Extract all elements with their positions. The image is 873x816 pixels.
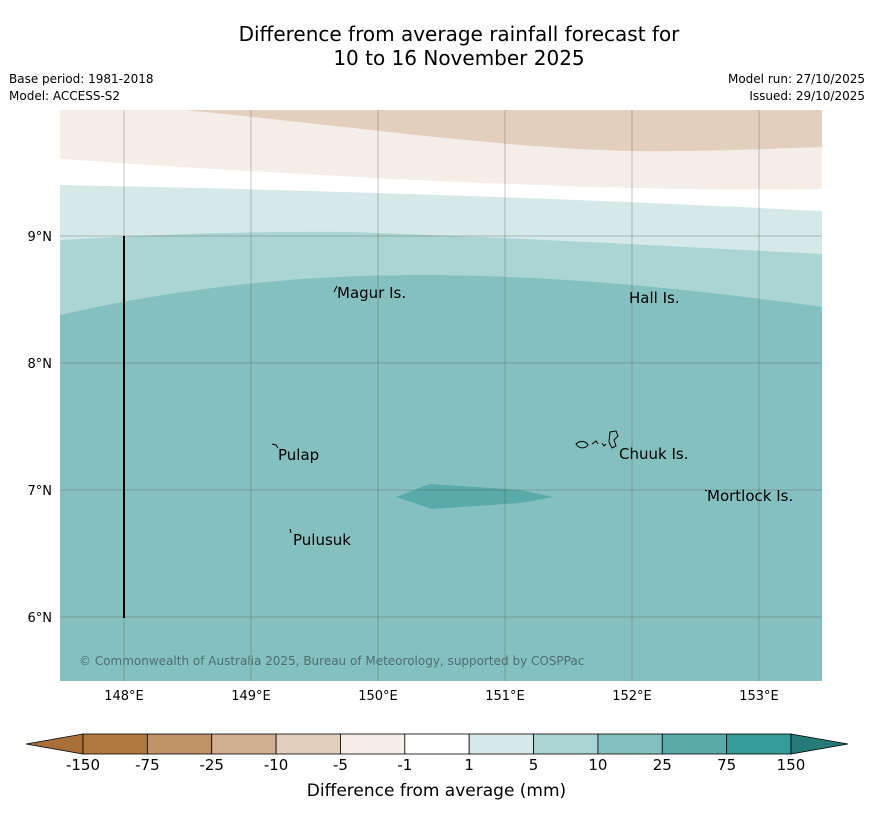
colorbar-tick-label: -25 — [199, 756, 224, 774]
colorbar-tick-label: -5 — [332, 756, 348, 774]
colorbar-tick-label: 75 — [717, 756, 737, 774]
colorbar-swatch — [468, 733, 534, 755]
colorbar-tick-label: -1 — [397, 756, 413, 774]
label-mortlock: Mortlock Is. — [707, 487, 793, 505]
model-run: Model run: 27/10/2025 — [727, 72, 865, 86]
meta-left: Base period: 1981-2018 Model: ACCESS-S2 — [9, 71, 154, 105]
island-mortlock — [704, 489, 708, 492]
label-chuuk: Chuuk Is. — [619, 445, 688, 463]
colorbar-tick-label: 25 — [652, 756, 672, 774]
colorbar-swatch — [275, 733, 341, 755]
colorbar-ticks: -150 -75 -25 -10 -5 -1 1 5 10 25 75 150 — [0, 756, 873, 776]
model-name: Model: ACCESS-S2 — [9, 89, 121, 103]
lon-label-150: 150°E — [358, 689, 398, 704]
island-magur — [333, 285, 338, 293]
colorbar-swatch — [211, 733, 277, 755]
lat-label-8n: 8°N — [28, 357, 53, 372]
island-pulap — [271, 443, 279, 449]
colorbar-tick-label: -10 — [263, 756, 289, 774]
colorbar-swatch — [661, 733, 728, 755]
colorbar-tick-label: 1 — [464, 756, 474, 774]
axis-labels: 148°E 149°E 150°E 151°E 152°E 153°E 9°N … — [28, 230, 779, 704]
lon-label-152: 152°E — [612, 689, 652, 704]
rainfall-anomaly-field: Magur Is. Hall Is. Pulap Chuuk Is. Mortl… — [60, 110, 822, 681]
title-line-1: Difference from average rainfall forecas… — [238, 22, 680, 46]
colorbar-tick-label: -150 — [65, 756, 101, 774]
lat-label-9n: 9°N — [28, 230, 53, 245]
label-hall: Hall Is. — [629, 289, 680, 307]
colorbar-swatch — [404, 733, 470, 755]
title-line-2: 10 to 16 November 2025 — [333, 46, 585, 70]
colorbar-tick-label: 5 — [528, 756, 539, 774]
chart-title: Difference from average rainfall forecas… — [0, 22, 873, 70]
meta-right: Model run: 27/10/2025 Issued: 29/10/2025 — [728, 71, 865, 105]
colorbar-tick-label: 150 — [776, 756, 806, 774]
colorbar-swatch — [340, 733, 406, 755]
label-pulap: Pulap — [278, 446, 319, 464]
lat-label-7n: 7°N — [28, 484, 53, 499]
copyright-note: © Commonwealth of Australia 2025, Bureau… — [79, 654, 584, 668]
label-pulusuk: Pulusuk — [293, 531, 351, 549]
lon-label-151: 151°E — [485, 689, 525, 704]
colorbar — [25, 733, 849, 755]
colorbar-swatch — [146, 733, 213, 755]
island-chuuk-lagoon — [575, 430, 619, 449]
lon-label-149: 149°E — [231, 689, 271, 704]
colorbar-title: Difference from average (mm) — [306, 781, 567, 801]
label-magur: Magur Is. — [337, 284, 406, 302]
lat-label-6n: 6°N — [28, 611, 53, 626]
issued-date: Issued: 29/10/2025 — [749, 89, 865, 103]
band-10-to-25 — [396, 484, 553, 509]
band-minus10-to-minus5 — [185, 110, 822, 152]
island-outlines — [271, 285, 708, 534]
colorbar-swatch — [726, 733, 792, 755]
base-period: Base period: 1981-2018 — [9, 72, 154, 86]
island-pulusuk — [289, 528, 292, 534]
lon-label-153: 153°E — [739, 689, 779, 704]
colorbar-swatch — [533, 733, 599, 755]
lon-label-148: 148°E — [104, 689, 144, 704]
colorbar-extension-low — [25, 733, 84, 755]
colorbar-swatch — [597, 733, 663, 755]
colorbar-tick-label: 10 — [588, 756, 608, 774]
place-labels: Magur Is. Hall Is. Pulap Chuuk Is. Mortl… — [278, 284, 793, 549]
colorbar-swatch — [82, 733, 148, 755]
colorbar-tick-label: -75 — [135, 756, 160, 774]
colorbar-extension-high — [790, 733, 849, 755]
